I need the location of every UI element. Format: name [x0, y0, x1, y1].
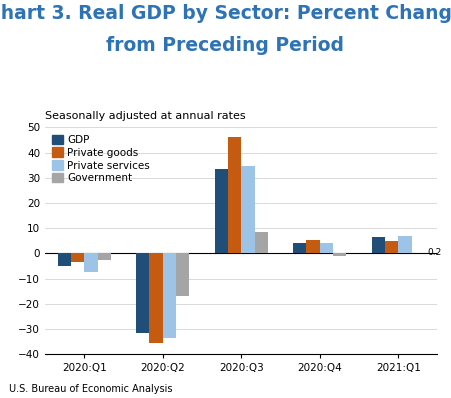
- Bar: [149, 254, 163, 343]
- Bar: [84, 254, 98, 272]
- Bar: [58, 254, 71, 266]
- Bar: [293, 242, 306, 254]
- Bar: [306, 240, 320, 254]
- Bar: [241, 166, 255, 254]
- Bar: [176, 254, 189, 296]
- Text: from Preceding Period: from Preceding Period: [106, 36, 345, 55]
- Bar: [320, 243, 333, 254]
- Bar: [163, 254, 176, 338]
- Bar: [255, 232, 268, 254]
- Bar: [372, 237, 385, 254]
- Text: Seasonally adjusted at annual rates: Seasonally adjusted at annual rates: [45, 111, 246, 121]
- Bar: [333, 254, 346, 256]
- Bar: [215, 169, 228, 254]
- Legend: GDP, Private goods, Private services, Government: GDP, Private goods, Private services, Go…: [51, 133, 152, 185]
- Text: 0.2: 0.2: [427, 248, 441, 258]
- Bar: [385, 241, 398, 254]
- Text: U.S. Bureau of Economic Analysis: U.S. Bureau of Economic Analysis: [9, 384, 173, 394]
- Bar: [228, 137, 241, 254]
- Bar: [136, 254, 149, 333]
- Bar: [71, 254, 84, 262]
- Bar: [412, 253, 425, 254]
- Bar: [98, 254, 111, 259]
- Text: Chart 3. Real GDP by Sector: Percent Change: Chart 3. Real GDP by Sector: Percent Cha…: [0, 4, 451, 23]
- Bar: [398, 236, 412, 254]
